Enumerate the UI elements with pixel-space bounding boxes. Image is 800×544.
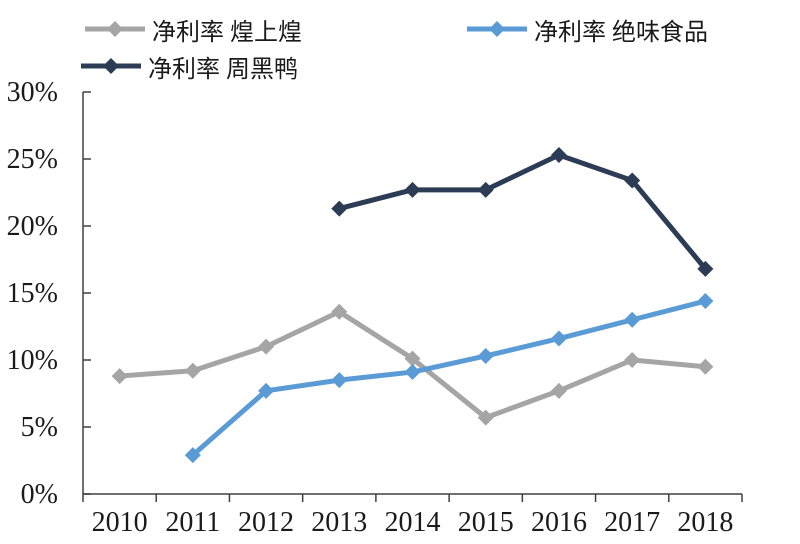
svg-text:2014: 2014: [385, 507, 441, 538]
svg-text:20%: 20%: [7, 211, 58, 242]
svg-text:2012: 2012: [238, 507, 294, 538]
svg-text:2016: 2016: [531, 507, 587, 538]
svg-text:0%: 0%: [21, 479, 58, 510]
svg-text:2017: 2017: [604, 507, 660, 538]
legend-line-diamond-icon: [85, 21, 145, 37]
svg-text:2015: 2015: [458, 507, 514, 538]
legend-line-diamond-icon: [81, 58, 141, 74]
legend-line-diamond-icon: [467, 21, 527, 37]
svg-text:25%: 25%: [7, 144, 58, 175]
legend-label: 净利率 煌上煌: [152, 19, 302, 46]
svg-text:30%: 30%: [7, 77, 58, 108]
legend-label: 净利率 绝味食品: [534, 19, 708, 46]
legend-item-juewei: 净利率 绝味食品: [466, 13, 708, 46]
legend-item-zhouheiya: 净利率 周黑鸭: [80, 50, 298, 83]
svg-text:2013: 2013: [311, 507, 367, 538]
svg-text:2011: 2011: [165, 507, 220, 538]
svg-text:2018: 2018: [677, 507, 733, 538]
svg-text:2010: 2010: [92, 507, 148, 538]
svg-text:15%: 15%: [7, 278, 58, 309]
svg-text:5%: 5%: [21, 412, 58, 443]
legend-label: 净利率 周黑鸭: [148, 56, 298, 83]
legend-item-huangshanghuang: 净利率 煌上煌: [84, 13, 302, 46]
svg-text:10%: 10%: [7, 345, 58, 376]
